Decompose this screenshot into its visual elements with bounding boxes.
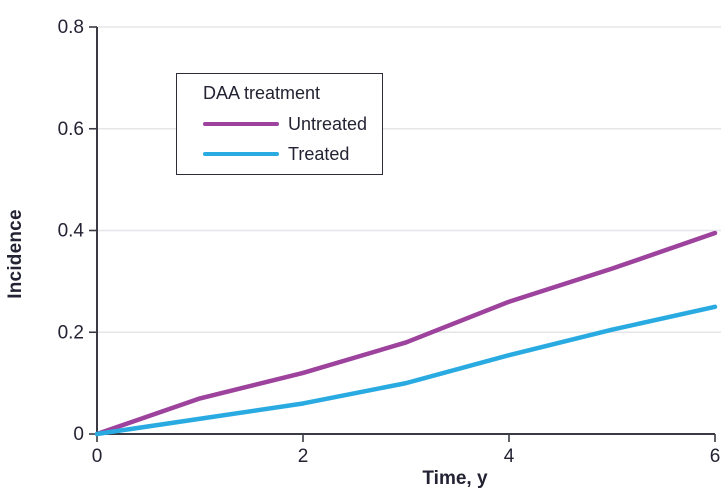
y-tick-label: 0.4 — [58, 221, 85, 242]
y-tick-label: 0.2 — [58, 322, 84, 343]
legend-label: Treated — [288, 143, 350, 164]
legend-title: DAA treatment — [203, 83, 321, 103]
legend-swatch-untreated — [203, 122, 279, 126]
y-tick-label: 0 — [73, 424, 84, 445]
x-tick-label: 6 — [710, 446, 721, 467]
legend-swatch-treated — [203, 152, 279, 156]
y-tick-label: 0.6 — [58, 119, 84, 140]
legend-item-treated: Treated — [203, 139, 382, 169]
y-tick-label: 0.8 — [58, 17, 84, 38]
x-tick-label: 2 — [298, 446, 309, 467]
x-tick-label: 4 — [504, 446, 515, 467]
x-axis-title: Time, y — [422, 468, 488, 489]
x-tick-label: 0 — [92, 446, 103, 467]
legend-item-untreated: Untreated — [203, 109, 382, 139]
y-axis-title: Incidence — [5, 209, 26, 299]
legend-items: Untreated Treated — [203, 109, 382, 169]
series-line-treated — [94, 304, 718, 437]
legend-label: Untreated — [288, 113, 368, 134]
legend: DAA treatment Untreated Treated — [176, 73, 383, 175]
series-line-untreated — [94, 230, 718, 437]
